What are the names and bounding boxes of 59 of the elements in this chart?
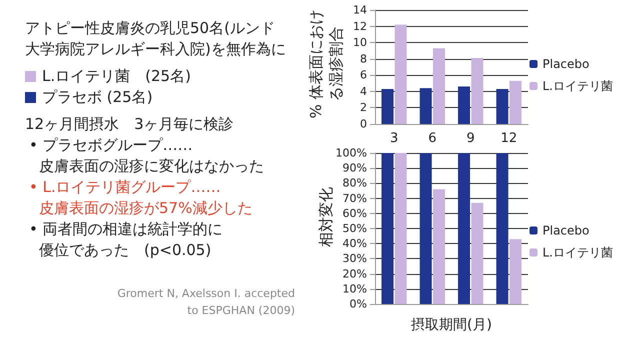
y-tick-label: 0 [360, 118, 367, 130]
y-tick-label: 90% [342, 162, 367, 175]
bar [496, 88, 508, 124]
bar [420, 88, 432, 124]
x-tick-label: 9 [466, 131, 475, 146]
y-tick-label: 12 [353, 20, 367, 33]
text: L.ロイテリ菌 (25名) [42, 66, 191, 87]
text: アトピー性皮膚炎の乳児50名(ルンド [25, 19, 275, 37]
y-tick-label: 8 [360, 52, 367, 66]
text: 皮膚表面の湿疹が57%減少した [39, 199, 252, 217]
bar [432, 189, 445, 304]
y-axis-title: % 体表面における湿疹割合 [306, 8, 346, 120]
y-tick-label: 100% [336, 146, 367, 160]
bar [458, 86, 470, 124]
y-tick-label: 80% [342, 176, 367, 190]
bar [509, 80, 522, 124]
text: 優位であった (p<0.05) [39, 241, 212, 259]
y-tick-label: 10% [342, 282, 367, 296]
legend-label: L.ロイテリ菌 [542, 79, 613, 93]
text: 大学病院アレルギー科入院)を無作為に [25, 40, 286, 58]
text: • L.ロイテリ菌グループ…… [29, 178, 221, 196]
y-tick-label: 0% [350, 298, 367, 310]
y-tick-label: 6 [360, 68, 367, 82]
text: Gromert N, Axelsson I. accepted [117, 287, 295, 300]
y-tick-label: 10 [353, 36, 367, 50]
bar [471, 58, 484, 124]
legend-label: L.ロイテリ菌 [542, 246, 613, 260]
bar [496, 153, 508, 304]
bar [509, 239, 522, 304]
text: プラセボ (25名) [42, 87, 153, 108]
text: • 両者間の相違は統計学的に [29, 220, 223, 238]
legend-label: Placebo [542, 224, 590, 238]
x-axis-title: 摂取期間(月) [411, 317, 492, 333]
bar [458, 153, 470, 304]
text: to ESPGHAN (2009) [187, 304, 295, 317]
y-tick-label: 30% [342, 252, 367, 266]
y-tick-label: 2 [360, 101, 367, 114]
y-tick-label: 70% [342, 192, 367, 205]
x-tick-label: 12 [500, 131, 518, 146]
bar [382, 153, 394, 304]
bar [394, 24, 407, 124]
x-tick-label: 6 [428, 131, 437, 146]
bar [432, 48, 445, 124]
y-tick-label: 4 [360, 84, 367, 98]
y-tick-label: 50% [342, 222, 367, 235]
text: 12ヶ月間摂水 3ヶ月毎に検診 [25, 115, 234, 133]
y-tick-label: 40% [342, 237, 367, 250]
y-tick-label: 20% [342, 267, 367, 280]
bar [420, 153, 432, 304]
bar [382, 88, 394, 124]
y-tick-label: 60% [342, 206, 367, 220]
text: 皮膚表面の湿疹に変化はなかった [39, 157, 264, 175]
y-tick-label: 14 [353, 4, 367, 16]
legend-label: Placebo [542, 57, 590, 71]
bar [394, 153, 407, 304]
y-axis-title: 相対変化 [316, 186, 336, 249]
text: • プラセボグループ…… [29, 136, 193, 154]
x-tick-label: 3 [390, 131, 398, 146]
bar [471, 202, 484, 304]
